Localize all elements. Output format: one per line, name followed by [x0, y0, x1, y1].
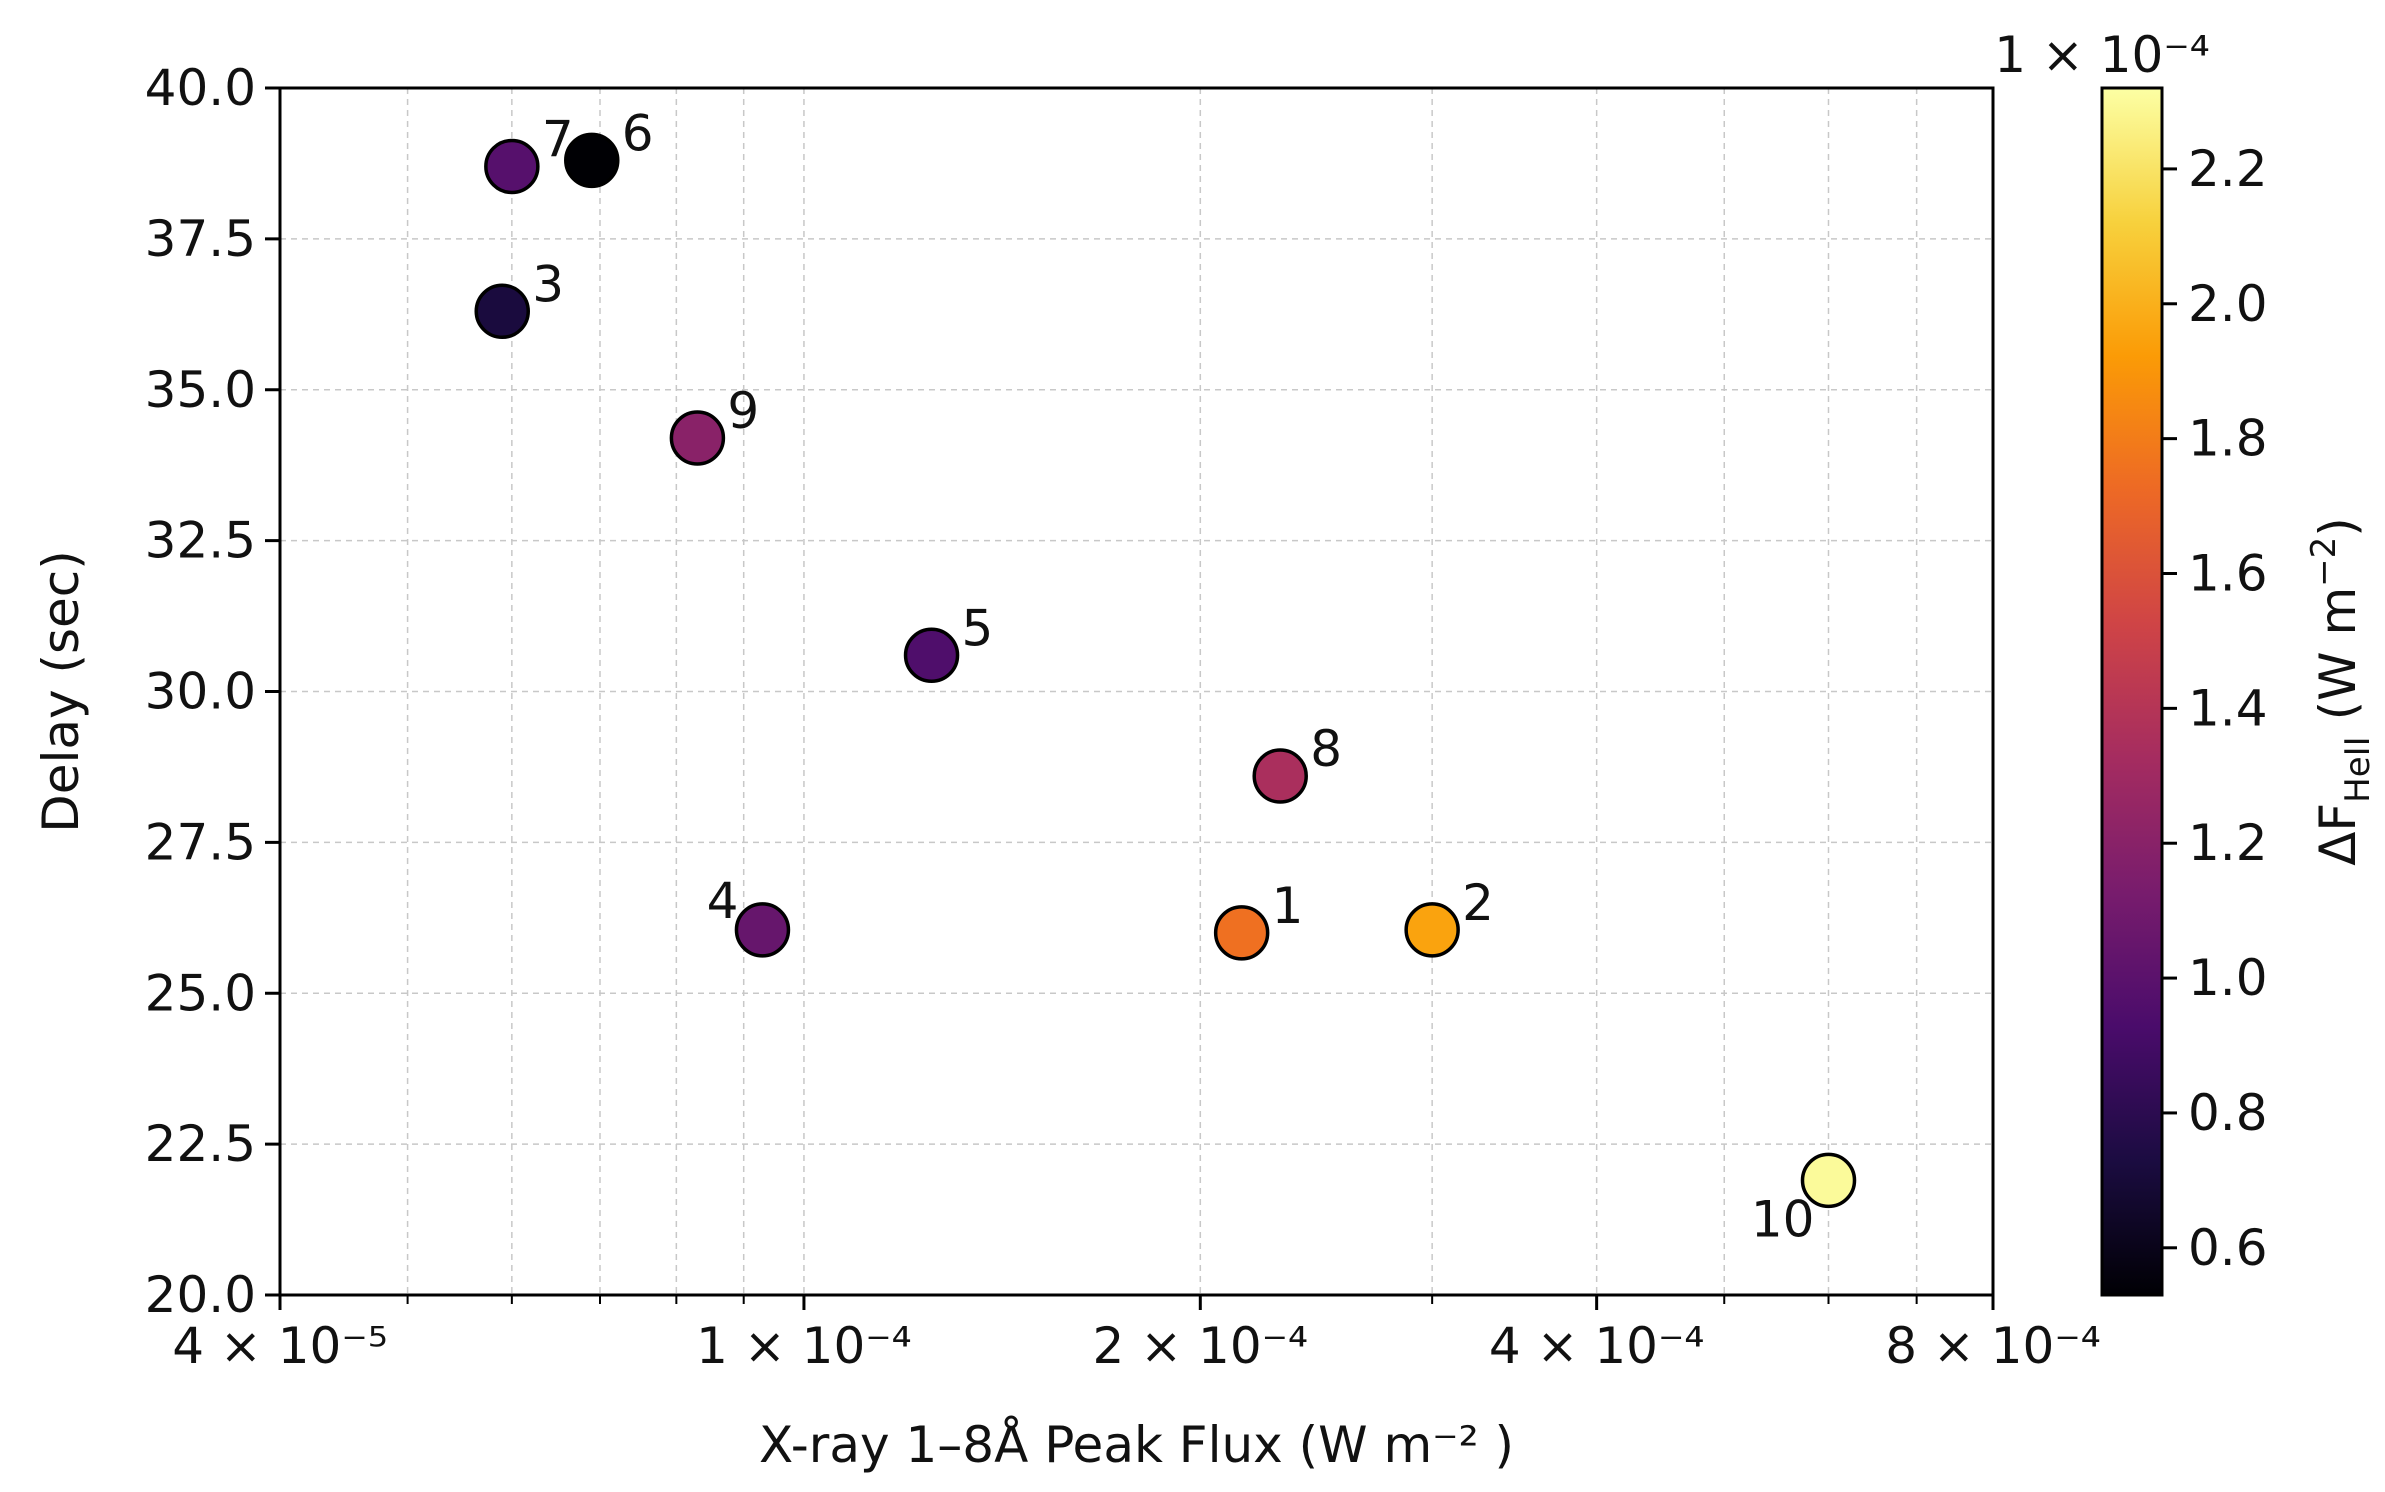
point-label-2: 2 [1462, 874, 1494, 932]
data-point-4 [734, 902, 791, 958]
colorbar-tick-label: 1.0 [2188, 949, 2268, 1007]
x-tick-label: 8 × 10⁻⁴ [1885, 1317, 2101, 1375]
x-tick-label: 4 × 10⁻⁴ [1489, 1317, 1705, 1375]
data-point-6 [564, 132, 620, 189]
data-point-5 [903, 627, 960, 684]
y-tick-label: 35.0 [145, 361, 256, 419]
y-tick-label: 22.5 [145, 1115, 256, 1173]
point-label-3: 3 [532, 255, 564, 313]
x-axis-label: X-ray 1–8Å Peak Flux (W m⁻² ) [759, 1416, 1514, 1474]
y-tick-label: 40.0 [145, 59, 256, 117]
colorbar-tick-label: 0.8 [2188, 1084, 2268, 1142]
x-tick-label: 4 × 10⁻⁵ [172, 1317, 388, 1375]
point-label-9: 9 [727, 382, 759, 440]
colorbar-offset-label: 1 × 10⁻⁴ [1994, 26, 2210, 84]
point-label-7: 7 [542, 110, 574, 168]
point-label-5: 5 [962, 599, 994, 657]
data-point-8 [1252, 748, 1308, 804]
y-tick-label: 30.0 [145, 663, 256, 721]
data-point-7 [484, 138, 540, 195]
colorbar-tick-label: 0.6 [2188, 1219, 2268, 1277]
y-tick-label: 25.0 [145, 964, 256, 1022]
data-point-9 [669, 410, 726, 466]
data-point-10 [1800, 1152, 1857, 1209]
colorbar-frame [2100, 86, 2164, 1297]
y-tick-label: 20.0 [145, 1266, 256, 1324]
data-point-1 [1213, 905, 1270, 961]
point-label-6: 6 [622, 104, 654, 162]
data-point-3 [474, 283, 530, 340]
data-point-2 [1404, 902, 1460, 958]
y-tick-label: 37.5 [145, 210, 256, 268]
colorbar: 0.6 0.8 1.0 1.2 1.4 1.6 1.8 2.0 2.2 1 × 10⁻⁴ ΔFHeI… [1994, 26, 2378, 1297]
colorbar-tick-label: 1.2 [2188, 814, 2268, 872]
colorbar-gradient [2102, 88, 2162, 1295]
axes: 4 × 10⁻⁵ 1 × 10⁻⁴ 2 × 10⁻⁴ 4 × 10⁻⁴ 8 × 10⁻⁴… [145, 59, 2101, 1375]
colorbar-tick-label: 1.6 [2188, 544, 2268, 602]
colorbar-tick-label: 2.0 [2188, 275, 2268, 333]
point-label-8: 8 [1310, 720, 1342, 778]
data-points: 1 2 3 4 5 67 8 9 10 [474, 104, 1857, 1248]
y-axis-label: Delay (sec) [32, 550, 90, 833]
point-label-1: 1 [1272, 877, 1304, 935]
colorbar-tick-label: 2.2 [2188, 140, 2268, 198]
colorbar-tick-label: 1.4 [2188, 679, 2268, 737]
colorbar-label: ΔFHeII (W m−2) [2304, 517, 2378, 866]
colorbar-tick-label: 1.8 [2188, 410, 2268, 468]
y-tick-label: 27.5 [145, 813, 256, 871]
x-tick-label: 2 × 10⁻⁴ [1093, 1317, 1309, 1375]
x-tick-label: 1 × 10⁻⁴ [696, 1317, 912, 1375]
point-label-4: 4 [707, 872, 739, 930]
y-tick-label: 32.5 [145, 512, 256, 570]
point-label-10: 10 [1751, 1190, 1815, 1248]
